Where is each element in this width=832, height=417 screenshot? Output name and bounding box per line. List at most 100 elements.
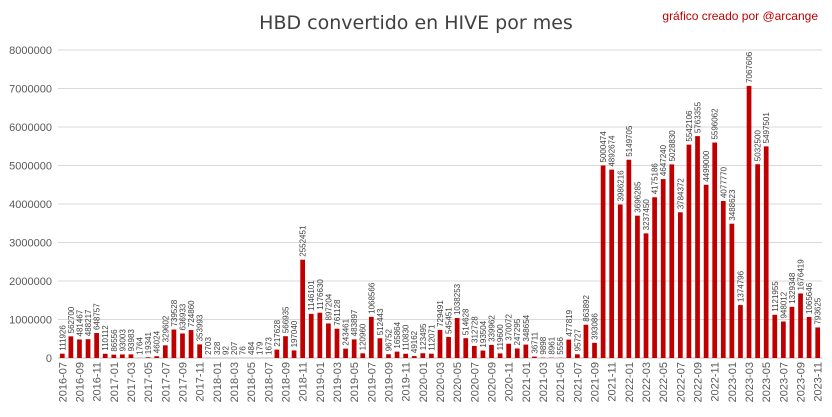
data-label: 5149705 — [625, 125, 634, 157]
bar — [77, 339, 82, 358]
bar — [111, 354, 117, 358]
bar — [326, 323, 331, 358]
data-label: 863892 — [582, 294, 591, 321]
bar — [686, 144, 692, 358]
bar — [300, 259, 306, 358]
data-label: 96752 — [384, 328, 393, 351]
chart-title: HBD convertido en HIVE por mes — [259, 12, 573, 34]
x-tick-label: 2019-11 — [401, 362, 413, 402]
data-label: 481467 — [75, 309, 84, 336]
y-tick-label: 7000000 — [9, 84, 52, 96]
data-label: 1146101 — [307, 280, 316, 311]
bar — [437, 329, 443, 358]
data-label: 111926 — [58, 325, 67, 351]
data-label: 1038253 — [453, 283, 462, 315]
data-label: 5556 — [556, 336, 565, 354]
bar — [489, 344, 494, 358]
x-tick-label: 2021-03 — [538, 362, 550, 402]
x-tick-label: 2020-03 — [435, 362, 447, 402]
data-label: 4077770 — [719, 166, 728, 198]
data-label: 93983 — [127, 329, 136, 352]
bar — [454, 318, 460, 358]
bar — [497, 353, 503, 358]
bar — [583, 324, 589, 358]
data-label: 488217 — [84, 309, 93, 336]
data-label: 1329348 — [788, 272, 797, 304]
bar — [738, 305, 743, 358]
x-tick-label: 2018-09 — [280, 362, 292, 402]
y-tick-label: 0 — [46, 353, 52, 365]
bar — [815, 327, 821, 358]
bar — [746, 85, 752, 359]
bar — [643, 233, 649, 358]
x-tick-label: 2020-01 — [418, 362, 430, 402]
data-label: 353993 — [196, 314, 205, 341]
bar — [789, 306, 795, 358]
y-tick-label: 5000000 — [9, 161, 52, 173]
data-label: 207 — [230, 341, 239, 355]
bar — [720, 201, 726, 358]
x-tick-label: 2019-09 — [383, 362, 395, 402]
data-label: 76 — [239, 346, 248, 355]
x-tick-label: 2021-09 — [590, 362, 602, 402]
data-label: 477819 — [565, 309, 574, 336]
bar — [343, 348, 348, 358]
x-tick-label: 2023-05 — [761, 362, 773, 402]
bar — [291, 350, 297, 358]
bar — [592, 342, 597, 358]
data-label: 197040 — [290, 320, 299, 347]
data-label: 93003 — [118, 329, 127, 352]
data-label: 724860 — [187, 300, 196, 327]
data-label: 562700 — [67, 306, 76, 333]
data-label: 348654 — [522, 314, 531, 341]
bar — [59, 353, 65, 358]
bar — [781, 321, 786, 358]
data-label: 1374796 — [736, 270, 745, 302]
bar — [188, 330, 194, 358]
bar — [729, 223, 735, 358]
data-label: 328 — [213, 341, 222, 355]
data-label: 1764 — [136, 337, 145, 355]
bar — [471, 345, 477, 358]
y-tick-label: 1000000 — [9, 315, 52, 327]
data-label: 3237450 — [642, 199, 651, 231]
bar — [712, 142, 718, 358]
bar — [480, 350, 486, 358]
bar — [574, 354, 580, 358]
x-tick-label: 2022-09 — [693, 362, 705, 402]
data-label: 545451 — [445, 307, 454, 334]
x-tick-label: 2023-07 — [778, 362, 790, 402]
bar — [772, 314, 778, 358]
data-label: 165864 — [393, 321, 402, 348]
x-tick-label: 2016-09 — [74, 362, 86, 402]
data-label: 123495 — [419, 323, 428, 350]
data-label: 393086 — [591, 313, 600, 340]
y-tick-label: 4000000 — [9, 199, 52, 211]
x-tick-label: 2018-05 — [246, 362, 258, 402]
data-label: 179 — [256, 341, 265, 355]
bar — [523, 344, 529, 358]
x-tick-label: 2023-01 — [727, 362, 739, 402]
y-tick-label: 6000000 — [9, 122, 52, 134]
bar — [145, 357, 151, 358]
data-label: 897204 — [324, 293, 333, 320]
data-label: 3488623 — [728, 189, 737, 221]
data-label: 312728 — [470, 316, 479, 343]
data-label: 119600 — [496, 324, 505, 351]
bar — [317, 312, 323, 358]
data-label: 636933 — [178, 303, 187, 330]
bar — [368, 316, 374, 358]
bar — [154, 356, 160, 358]
bar — [806, 316, 812, 358]
x-tick-label: 2023-11 — [813, 362, 825, 402]
data-label: 793625 — [814, 297, 823, 324]
bar — [695, 136, 700, 358]
data-label: 566935 — [281, 306, 290, 333]
data-label: 19341 — [144, 331, 153, 354]
bar — [514, 348, 520, 358]
x-tick-label: 2021-05 — [555, 362, 567, 402]
bar — [171, 329, 177, 358]
data-label: 9898 — [539, 336, 548, 354]
data-label: 1673 — [264, 337, 273, 355]
bar — [763, 146, 769, 358]
